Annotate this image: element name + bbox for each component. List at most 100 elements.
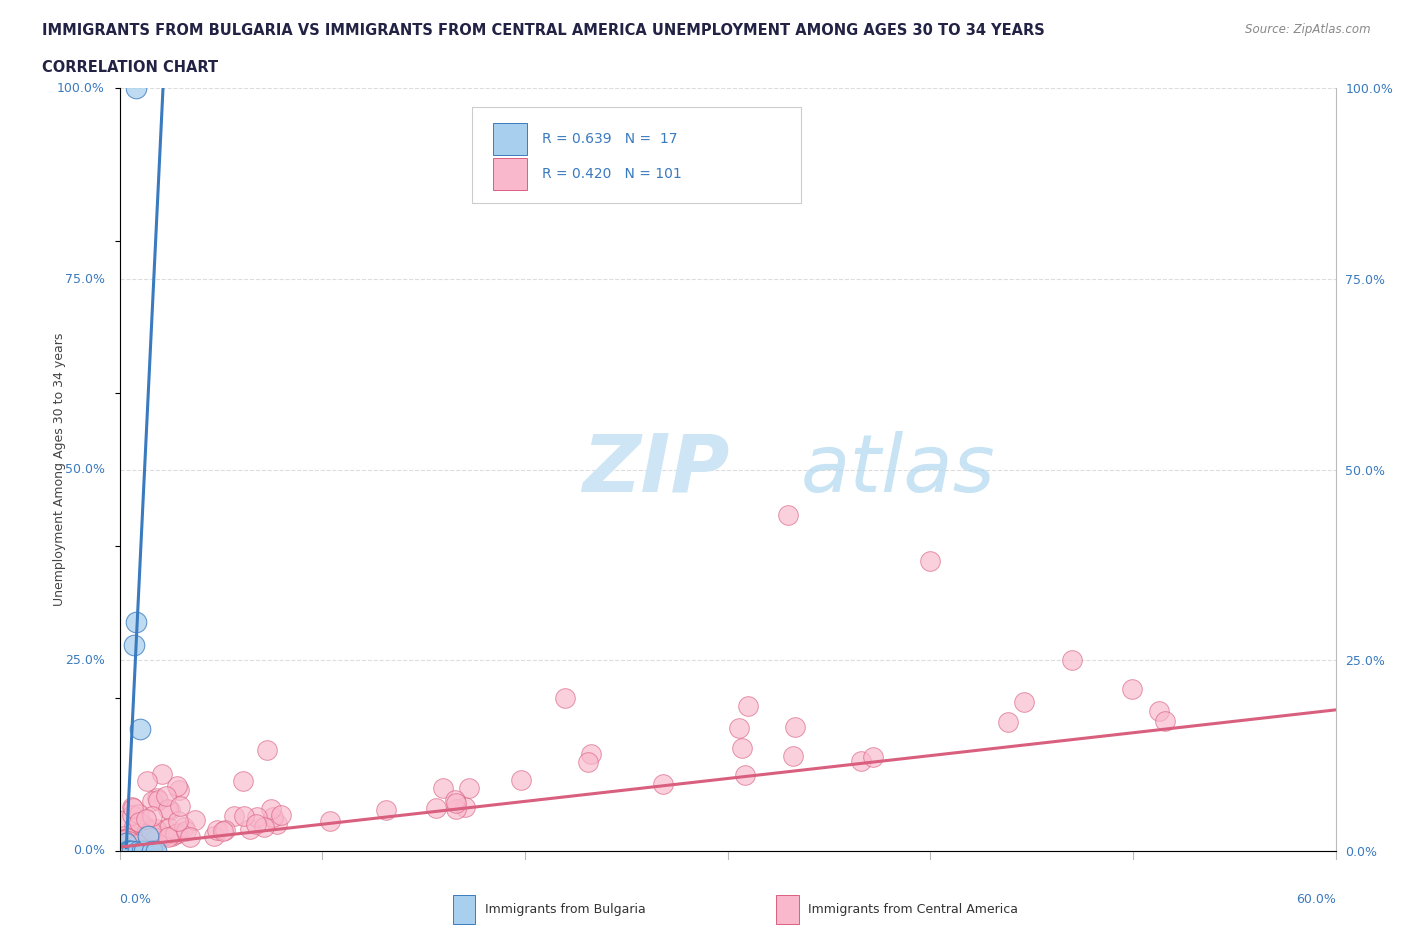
Bar <box>494 123 527 154</box>
Text: Immigrants from Bulgaria: Immigrants from Bulgaria <box>485 903 645 916</box>
Point <box>167 814 190 829</box>
Point <box>153 821 176 836</box>
Point <box>122 638 145 653</box>
Point <box>444 802 467 817</box>
Point <box>785 720 807 735</box>
Point <box>174 823 197 838</box>
Point <box>114 831 136 846</box>
Point <box>374 803 396 817</box>
Point <box>184 812 207 827</box>
Point <box>132 832 155 847</box>
Text: 75.0%: 75.0% <box>65 272 105 286</box>
Point <box>121 807 143 822</box>
Point <box>136 829 159 844</box>
Point <box>139 823 162 838</box>
Point <box>1149 703 1171 718</box>
Point <box>849 753 872 768</box>
Point <box>155 789 177 804</box>
Point <box>112 844 135 858</box>
Point <box>118 844 141 858</box>
Point <box>862 750 884 764</box>
Point <box>156 830 179 844</box>
Point <box>141 836 163 851</box>
Point <box>576 754 599 769</box>
Text: 25.0%: 25.0% <box>65 654 105 667</box>
Text: 100.0%: 100.0% <box>58 82 105 95</box>
Point <box>141 809 163 824</box>
Text: IMMIGRANTS FROM BULGARIA VS IMMIGRANTS FROM CENTRAL AMERICA UNEMPLOYMENT AMONG A: IMMIGRANTS FROM BULGARIA VS IMMIGRANTS F… <box>42 23 1045 38</box>
Point <box>121 799 143 814</box>
Point <box>222 809 245 824</box>
Point <box>112 829 135 844</box>
Point <box>128 722 150 737</box>
Text: ZIP: ZIP <box>582 431 730 509</box>
Point <box>132 817 155 832</box>
Point <box>128 806 150 821</box>
Point <box>145 790 167 805</box>
Point <box>136 822 159 837</box>
Point <box>114 836 136 851</box>
Point <box>166 826 188 841</box>
Point <box>146 792 169 807</box>
Point <box>145 822 167 837</box>
Text: 0.0%: 0.0% <box>120 893 152 906</box>
Point <box>734 767 756 782</box>
Point <box>156 802 179 817</box>
Point <box>509 773 531 788</box>
Point <box>167 826 190 841</box>
Point <box>117 844 139 858</box>
Point <box>145 844 167 858</box>
Text: Immigrants from Central America: Immigrants from Central America <box>808 903 1018 916</box>
Point <box>132 844 155 858</box>
Point <box>997 715 1019 730</box>
Point <box>125 81 148 96</box>
Point <box>162 829 184 844</box>
Point <box>118 833 141 848</box>
Point <box>432 781 454 796</box>
Point <box>167 782 190 797</box>
Point <box>454 800 477 815</box>
Point <box>253 819 276 834</box>
Point <box>457 780 479 795</box>
Point <box>207 822 229 837</box>
Point <box>211 823 233 838</box>
Point <box>152 829 174 844</box>
Point <box>245 817 267 831</box>
Point <box>128 833 150 848</box>
Point <box>444 792 467 807</box>
Point <box>444 796 467 811</box>
Point <box>122 819 145 834</box>
Point <box>259 802 281 817</box>
Point <box>157 820 180 835</box>
Bar <box>494 158 527 190</box>
Point <box>141 844 163 858</box>
Text: 50.0%: 50.0% <box>65 463 105 476</box>
Point <box>114 812 136 827</box>
Point <box>232 773 254 788</box>
Point <box>163 827 186 842</box>
Point <box>202 828 225 843</box>
Point <box>169 799 191 814</box>
Point <box>118 831 141 846</box>
Point <box>122 801 145 816</box>
Point <box>266 817 288 831</box>
Point <box>128 835 150 850</box>
Point <box>117 844 139 858</box>
Point <box>120 829 142 844</box>
Point <box>728 721 751 736</box>
Point <box>111 836 134 851</box>
Text: CORRELATION CHART: CORRELATION CHART <box>42 60 218 75</box>
Point <box>112 832 135 847</box>
Point <box>782 749 804 764</box>
FancyBboxPatch shape <box>472 108 800 203</box>
Point <box>1121 682 1143 697</box>
Point <box>262 809 284 824</box>
Point <box>166 778 188 793</box>
Text: 60.0%: 60.0% <box>1296 893 1336 906</box>
Point <box>581 747 603 762</box>
Point <box>121 836 143 851</box>
Point <box>246 809 269 824</box>
Point <box>125 837 148 852</box>
Point <box>173 819 195 834</box>
Point <box>651 777 673 791</box>
